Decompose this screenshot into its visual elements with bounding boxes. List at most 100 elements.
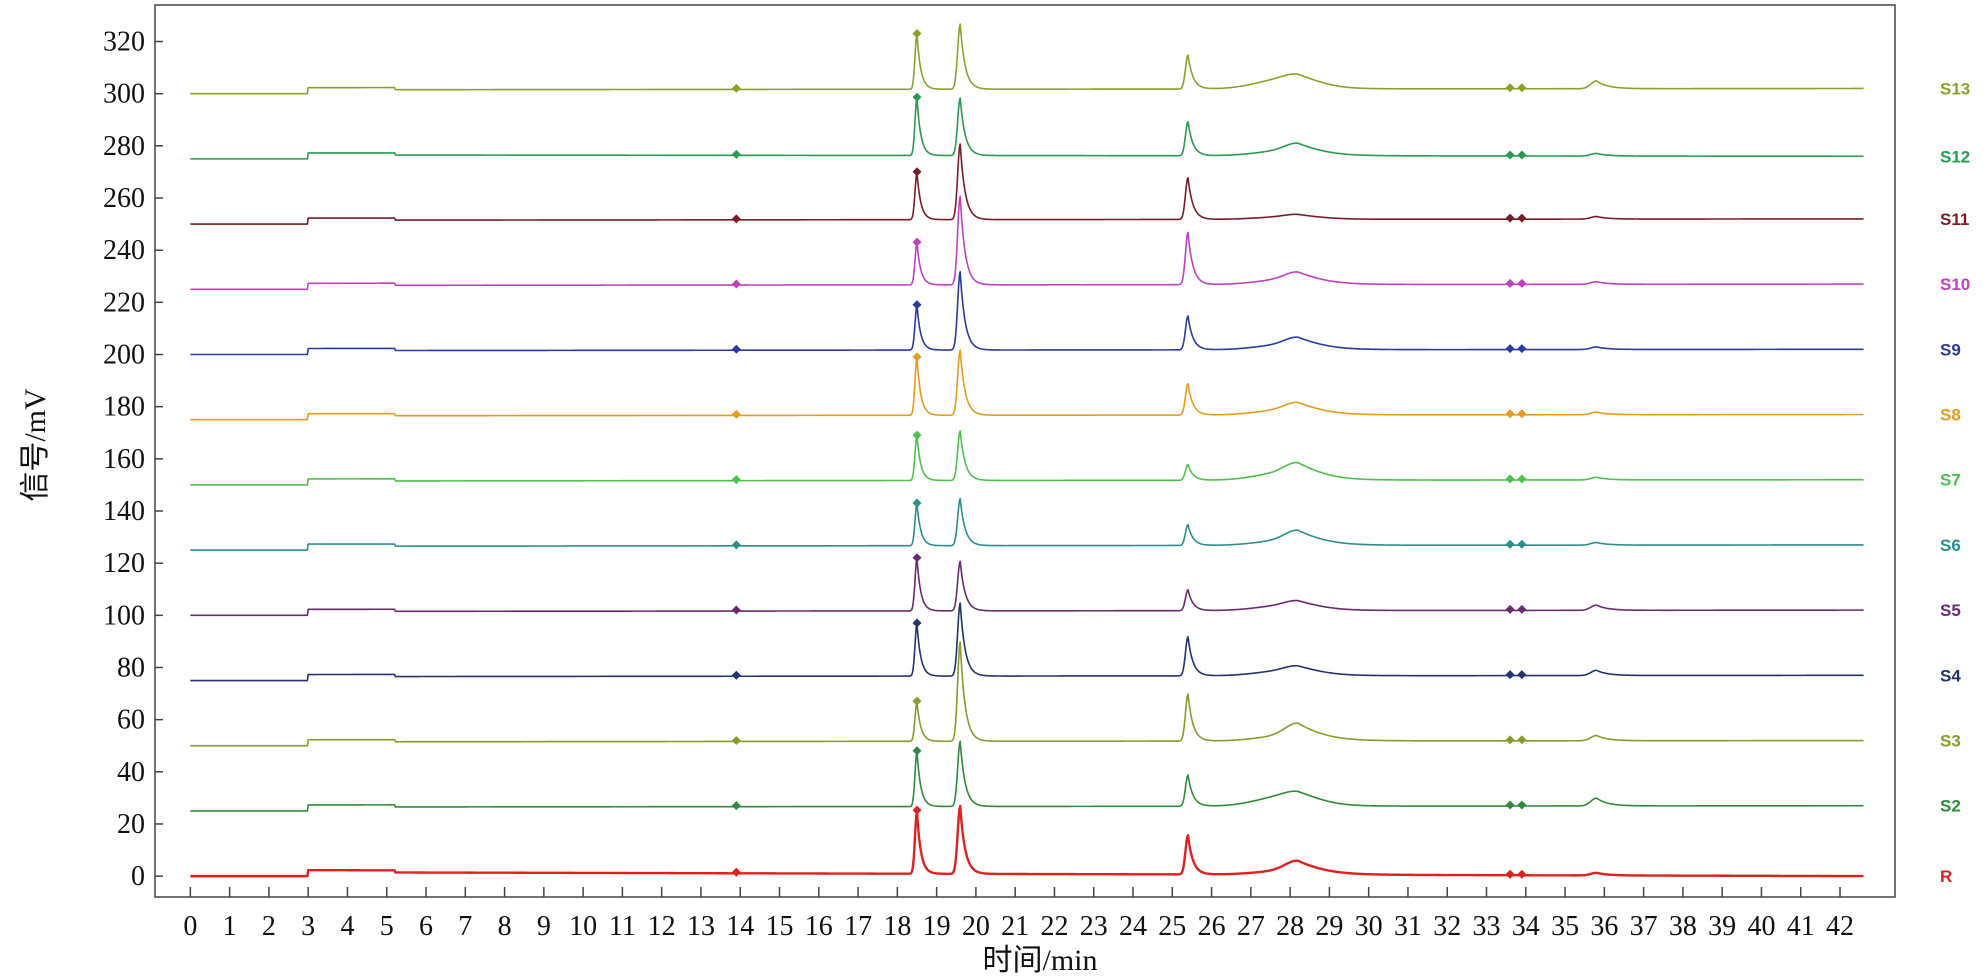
peak-marker bbox=[912, 746, 922, 756]
y-tick-label: 160 bbox=[103, 444, 145, 475]
peak-marker bbox=[1517, 800, 1527, 810]
x-tick-label: 35 bbox=[1551, 911, 1579, 942]
y-tick-label: 320 bbox=[103, 27, 145, 58]
peak-marker bbox=[731, 867, 741, 877]
series-label: S2 bbox=[1940, 797, 1961, 816]
peak-marker bbox=[1517, 869, 1527, 879]
peak-marker bbox=[1517, 670, 1527, 680]
legend: R S2 S3 S4 S5 S6 S7 S8 S9 S10 S11 S12 S13 bbox=[1940, 79, 1970, 886]
peak-marker bbox=[912, 553, 922, 563]
peak-marker bbox=[912, 618, 922, 628]
y-tick-label: 240 bbox=[103, 235, 145, 266]
peak-marker bbox=[1505, 83, 1515, 93]
series-label: S13 bbox=[1940, 79, 1970, 98]
series-label: S5 bbox=[1940, 601, 1961, 620]
x-axis-title: 时间/min bbox=[982, 944, 1097, 977]
y-tick-label: 80 bbox=[117, 652, 145, 683]
series-label: S12 bbox=[1940, 147, 1970, 166]
y-axis: 0 20 40 60 80 100 120 140 160 180 200 220 240 260 280 3… bbox=[103, 27, 163, 892]
peak-marker bbox=[1517, 604, 1527, 614]
series-traces bbox=[189, 23, 1864, 878]
x-tick-label: 14 bbox=[726, 911, 754, 942]
y-tick-label: 180 bbox=[103, 392, 145, 423]
x-tick-label: 5 bbox=[380, 911, 394, 942]
series-line-r bbox=[189, 804, 1864, 878]
peak-marker bbox=[731, 83, 741, 93]
peak-marker bbox=[1505, 150, 1515, 160]
x-tick-label: 4 bbox=[340, 911, 354, 942]
peak-marker bbox=[1505, 344, 1515, 354]
peak-marker bbox=[1505, 539, 1515, 549]
x-tick-label: 0 bbox=[183, 911, 197, 942]
series-line-s11 bbox=[190, 143, 1864, 225]
peak-marker bbox=[731, 670, 741, 680]
x-tick-label: 36 bbox=[1590, 911, 1618, 942]
peak-marker bbox=[1505, 670, 1515, 680]
peak-marker bbox=[1505, 278, 1515, 288]
x-tick-label: 19 bbox=[923, 911, 951, 942]
x-tick-label: 30 bbox=[1355, 911, 1383, 942]
series-label: S7 bbox=[1940, 471, 1961, 490]
series-label: S11 bbox=[1940, 210, 1969, 229]
x-tick-label: 23 bbox=[1080, 911, 1108, 942]
x-tick-label: 25 bbox=[1158, 911, 1186, 942]
peak-marker bbox=[731, 214, 741, 224]
x-tick-label: 7 bbox=[458, 911, 472, 942]
peak-marker bbox=[912, 28, 922, 38]
series-line-s6 bbox=[190, 497, 1864, 551]
y-tick-label: 220 bbox=[103, 287, 145, 318]
peak-marker bbox=[1517, 474, 1527, 484]
x-tick-label: 18 bbox=[883, 911, 911, 942]
x-tick-label: 31 bbox=[1394, 911, 1422, 942]
peak-marker bbox=[1505, 474, 1515, 484]
peak-marker bbox=[731, 409, 741, 419]
peak-marker bbox=[1505, 604, 1515, 614]
x-tick-label: 17 bbox=[844, 911, 872, 942]
x-tick-label: 41 bbox=[1787, 911, 1815, 942]
series-line-s9 bbox=[190, 271, 1864, 356]
series-label: R bbox=[1940, 867, 1952, 886]
peak-marker bbox=[1505, 800, 1515, 810]
peak-marker bbox=[912, 167, 922, 177]
series-line-s4 bbox=[190, 602, 1864, 682]
peak-marker bbox=[731, 801, 741, 811]
series-label: S6 bbox=[1940, 536, 1961, 555]
peak-marker bbox=[1517, 83, 1527, 93]
x-tick-label: 22 bbox=[1040, 911, 1068, 942]
peak-marker bbox=[912, 237, 922, 247]
peak-marker bbox=[1517, 409, 1527, 419]
x-tick-label: 9 bbox=[537, 911, 551, 942]
peak-marker bbox=[731, 735, 741, 745]
peak-marker bbox=[912, 498, 922, 508]
peak-marker bbox=[1517, 278, 1527, 288]
x-tick-label: 27 bbox=[1237, 911, 1265, 942]
x-tick-label: 38 bbox=[1669, 911, 1697, 942]
peak-marker bbox=[1517, 735, 1527, 745]
peak-marker bbox=[912, 805, 922, 815]
peak-marker bbox=[731, 540, 741, 550]
peak-marker bbox=[731, 475, 741, 485]
series-label: S10 bbox=[1940, 275, 1970, 294]
x-tick-label: 11 bbox=[609, 911, 636, 942]
x-tick-label: 10 bbox=[569, 911, 597, 942]
x-tick-label: 16 bbox=[805, 911, 833, 942]
peak-marker bbox=[1517, 150, 1527, 160]
peak-marker bbox=[1517, 539, 1527, 549]
x-tick-label: 29 bbox=[1315, 911, 1343, 942]
y-axis-title: 信号/mV bbox=[19, 388, 52, 502]
y-tick-label: 140 bbox=[103, 496, 145, 527]
peak-marker bbox=[912, 352, 922, 362]
series-line-s3 bbox=[190, 641, 1864, 747]
x-tick-label: 40 bbox=[1747, 911, 1775, 942]
x-tick-label: 37 bbox=[1630, 911, 1658, 942]
y-tick-label: 0 bbox=[131, 861, 145, 892]
peak-marker bbox=[1517, 213, 1527, 223]
y-tick-label: 260 bbox=[103, 183, 145, 214]
series-line-s7 bbox=[190, 430, 1864, 486]
x-tick-label: 26 bbox=[1198, 911, 1226, 942]
peak-marker bbox=[912, 696, 922, 706]
x-tick-label: 42 bbox=[1826, 911, 1854, 942]
series-line-s10 bbox=[190, 195, 1864, 291]
y-tick-label: 40 bbox=[117, 757, 145, 788]
